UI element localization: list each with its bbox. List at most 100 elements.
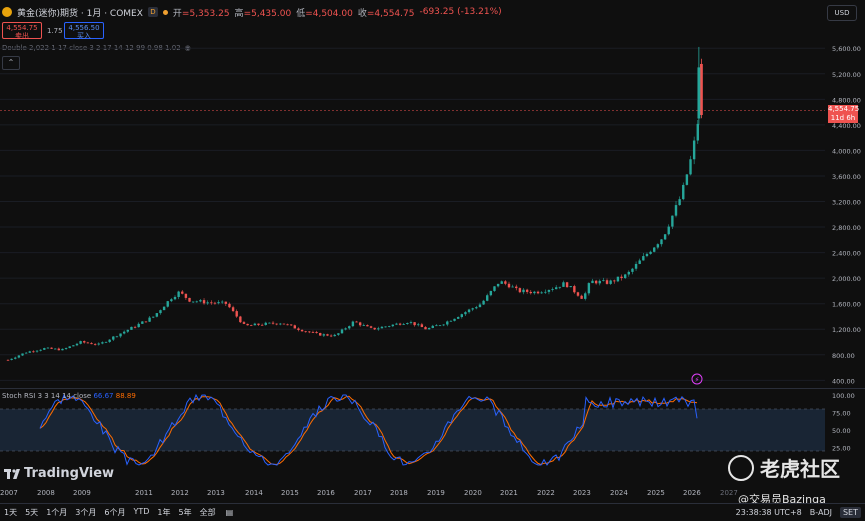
timeframe-4[interactable]: 6个月: [104, 508, 126, 517]
price-tick-label: 3,200.00: [832, 199, 861, 207]
timeframe-7[interactable]: 5年: [178, 508, 192, 517]
stoch-k-line: [39, 393, 698, 466]
price-tick-label: 2,800.00: [832, 224, 861, 232]
watermark-sub: @交易员Bazinga: [738, 493, 826, 506]
ohlc-change: -693.25 (-13.21%): [419, 7, 502, 17]
candle-body: [101, 342, 104, 344]
candle-body: [300, 329, 304, 332]
timeframe-5[interactable]: YTD: [133, 507, 150, 516]
candle-body: [609, 280, 612, 284]
tradingview-icon: [4, 468, 20, 479]
candle-body: [540, 292, 543, 294]
bar-countdown: 11d 6h: [830, 114, 856, 122]
candle-body: [148, 317, 151, 322]
buy-price: 4,556.50: [68, 24, 100, 32]
candle-body: [152, 316, 155, 318]
candle-body: [35, 350, 39, 352]
candle-body: [322, 334, 326, 336]
candle-body: [464, 312, 467, 315]
time-tick-label: 2017: [354, 489, 372, 497]
candle-body: [493, 286, 496, 291]
candle-body: [504, 281, 507, 284]
candle-body: [206, 302, 209, 304]
lightning-icon: ⚡: [695, 376, 700, 384]
candle-body: [486, 295, 489, 301]
candle-body: [173, 296, 177, 300]
sell-button[interactable]: 4,554.75 卖出: [2, 22, 42, 40]
candle-body: [90, 343, 93, 345]
candle-body: [340, 329, 344, 334]
candle-body: [282, 323, 286, 325]
candle-body: [122, 331, 126, 334]
price-tick-label: 4,800.00: [832, 96, 861, 104]
candle-body: [311, 332, 315, 333]
chart-canvas[interactable]: 25.00 50.00 75.00 100.00 400.00 800.00 1,200.…: [0, 0, 865, 503]
candle-body: [544, 291, 547, 293]
adjustment-toggle[interactable]: B-ADJ: [809, 508, 832, 517]
candle-body: [170, 299, 173, 302]
candle-body: [112, 336, 115, 340]
candle-body: [554, 287, 558, 290]
candle-body: [395, 323, 398, 325]
candle-body: [551, 289, 554, 291]
timeframe-0[interactable]: 1天: [4, 508, 18, 517]
candle-body: [500, 281, 503, 284]
settlement-toggle[interactable]: SET: [839, 507, 861, 518]
candle-body: [202, 300, 206, 304]
stoch-tick-label: 100.00: [832, 392, 855, 400]
candle-body: [68, 346, 71, 349]
candle-body: [358, 322, 362, 326]
price-tick-label: 1,200.00: [832, 326, 861, 334]
candle-body: [293, 325, 297, 329]
candle-body: [424, 327, 427, 330]
ohlc-open: 开=5,353.25: [172, 8, 230, 19]
time-tick-label: 2014: [245, 489, 263, 497]
tradingview-logo[interactable]: TradingView: [4, 466, 114, 481]
timeframe-3[interactable]: 3个月: [75, 508, 97, 517]
time-tick-label: 2022: [537, 489, 555, 497]
candle-body: [46, 347, 50, 349]
candle-body: [616, 276, 620, 282]
candle-body: [649, 251, 652, 254]
calendar-icon[interactable]: ▤: [225, 508, 234, 517]
candle-body: [275, 323, 278, 325]
buy-button[interactable]: 4,556.50 买入: [64, 22, 104, 40]
clock[interactable]: 23:38:38 UTC+8: [735, 508, 802, 517]
candle-body: [130, 326, 133, 330]
candle-body: [195, 301, 198, 303]
candle-body: [329, 335, 333, 337]
symbol-name[interactable]: 黄金(迷你)期货 · 1月 · COMEX: [17, 8, 143, 19]
candle-body: [377, 328, 380, 330]
time-tick-label: 2021: [500, 489, 518, 497]
candle-body: [53, 348, 57, 350]
candle-body: [511, 286, 514, 288]
candle-body: [587, 283, 591, 294]
time-tick-label: 2024: [610, 489, 628, 497]
candle-body: [220, 301, 224, 303]
candle-body: [362, 325, 365, 326]
candle-body: [199, 300, 202, 302]
candle-body: [565, 282, 569, 288]
time-axis: 2007 2008 2009 2011 2012 2013 2014 2015 2016 2017…: [0, 489, 738, 497]
candle-body: [413, 322, 416, 326]
timeframe-1[interactable]: 5天: [25, 508, 39, 517]
timeframe-2[interactable]: 1个月: [46, 508, 68, 517]
timeframe-8[interactable]: 全部: [199, 508, 216, 517]
candle-body: [348, 326, 351, 329]
candle-body: [184, 293, 188, 298]
trade-panel: 4,554.75 卖出 1.75 4,556.50 买入: [2, 22, 104, 40]
candle-body: [623, 274, 627, 279]
data-badge: D: [147, 7, 158, 17]
stoch-rsi-legend[interactable]: Stoch RSI 3 3 14 14 close 66.67 88.89: [2, 392, 136, 400]
candle-body: [660, 239, 663, 245]
stoch-rsi-pane: 25.00 50.00 75.00 100.00: [0, 392, 855, 466]
candle-body: [674, 205, 678, 216]
candle-body: [576, 292, 580, 296]
currency-selector[interactable]: USD: [827, 5, 857, 21]
timeframe-6[interactable]: 1年: [157, 508, 171, 517]
time-tick-label: 2016: [317, 489, 335, 497]
candle-body: [678, 199, 681, 206]
stoch-d-line: [39, 395, 698, 466]
collapse-legend-button[interactable]: ⌃: [2, 56, 20, 70]
ohlc-high: 高=5,435.00: [234, 8, 292, 19]
